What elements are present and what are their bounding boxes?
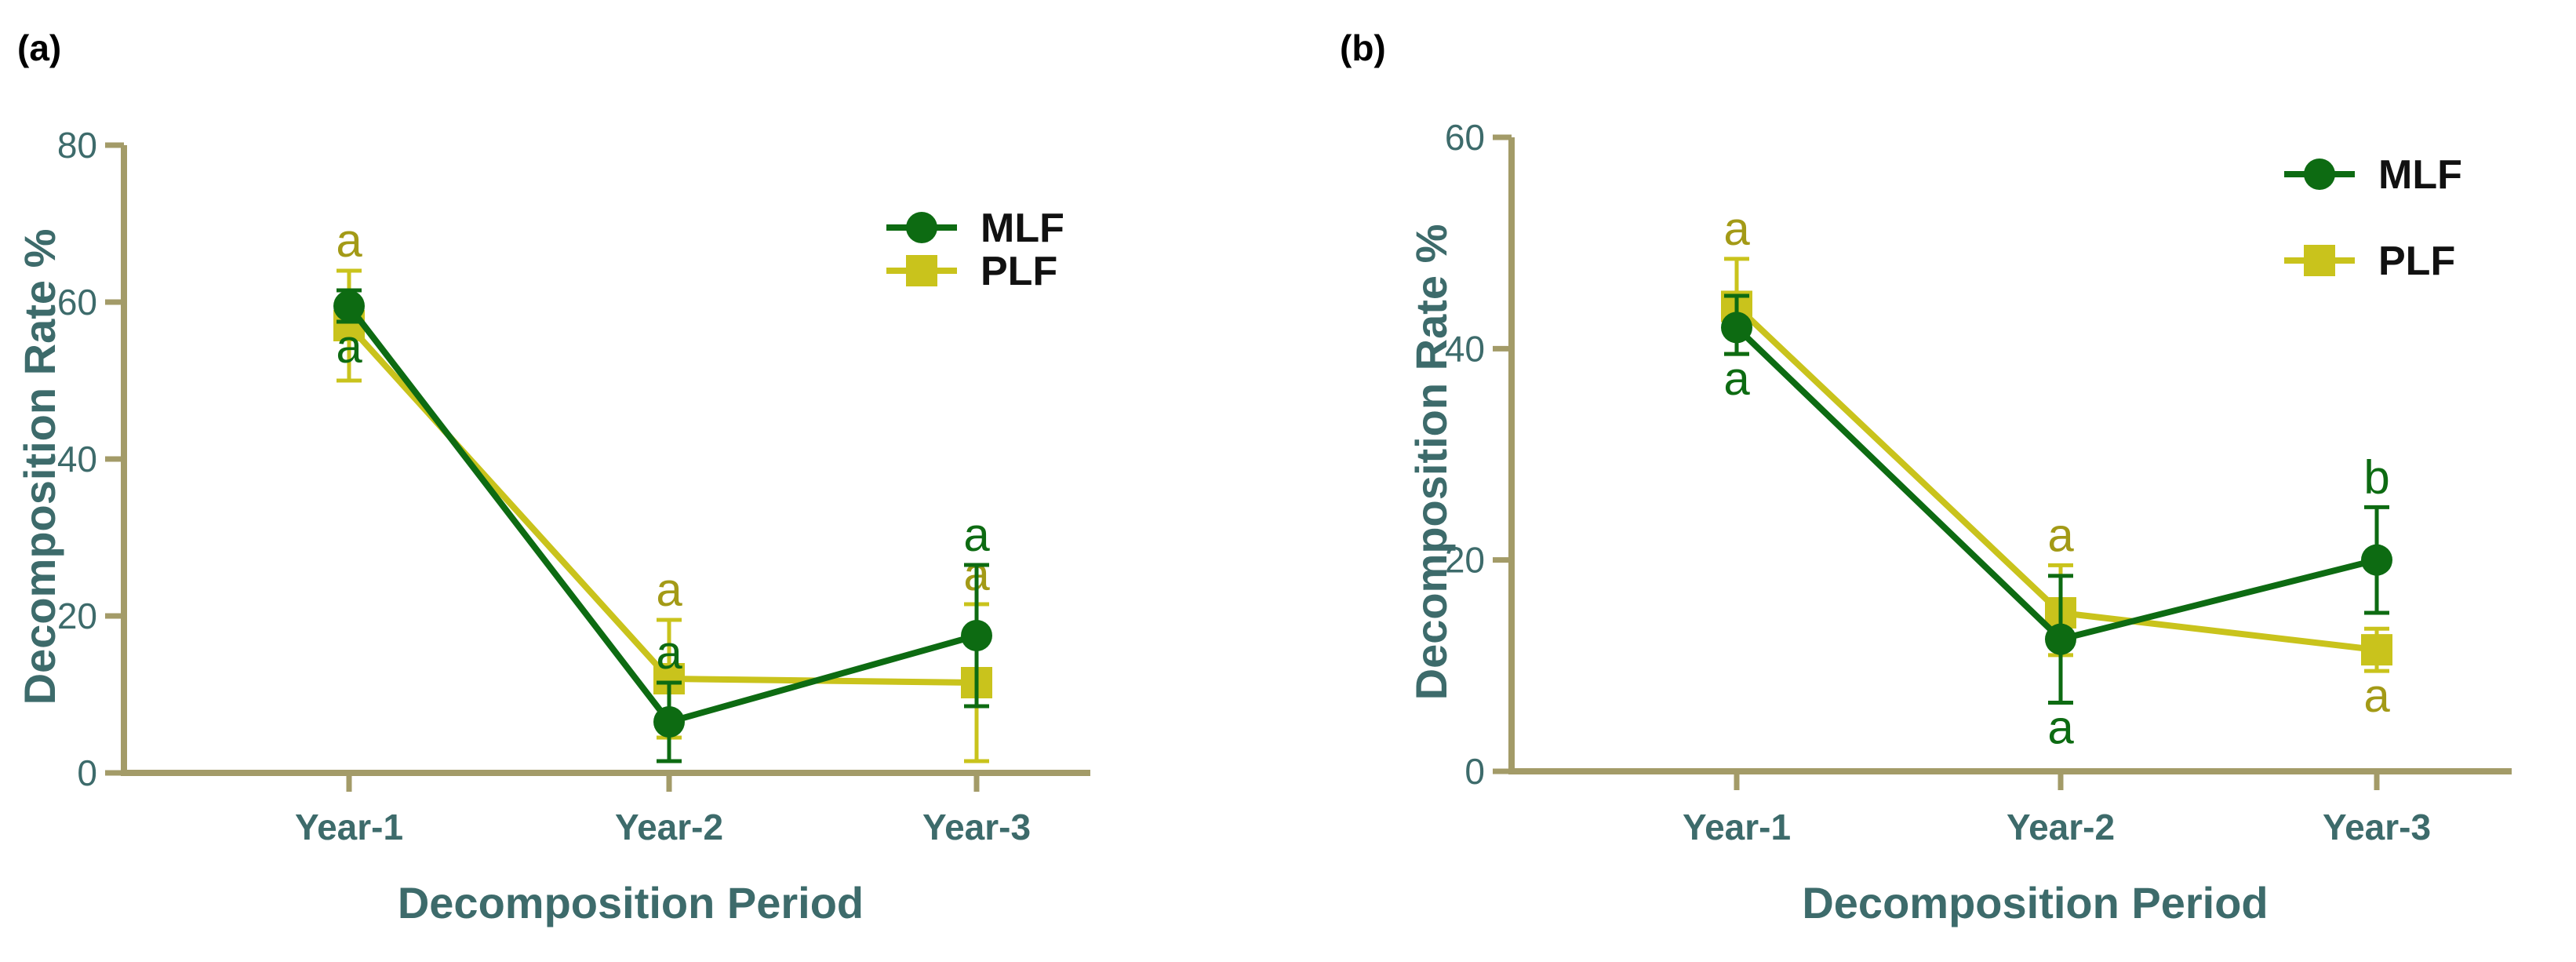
series-line-mlf: [1734, 325, 2378, 643]
x-tick-label: Year-3: [922, 807, 1031, 847]
significance-letter: a: [1723, 202, 1750, 255]
chart-panel-a: (a) 0 20 40 60 80 Year-1 Year-2 Year-3 Decomposi…: [15, 27, 1090, 927]
panel-label: (b): [1340, 27, 1386, 68]
y-axis-title: Decomposition Rate %: [1406, 224, 1456, 701]
chart-panel-b: (b) 0 20 40 60 Year-1 Year-2 Year-3 Decompositi…: [1288, 0, 2576, 962]
significance-letter: a: [963, 508, 990, 561]
significance-letter: a: [656, 626, 682, 679]
y-tick-label: 40: [1445, 328, 1485, 369]
y-tick-label: 60: [1445, 117, 1485, 158]
significance-letter: a: [336, 320, 362, 373]
legend-label-mlf: MLF: [981, 206, 1064, 251]
y-tick-label: 40: [57, 439, 97, 479]
legend-label-plf: PLF: [2378, 239, 2455, 284]
significance-letter: a: [2047, 701, 2074, 753]
data-point-plf: [2361, 634, 2392, 666]
data-point-mlf: [333, 290, 365, 322]
x-tick-label: Year-2: [615, 807, 723, 847]
y-tick-label: 0: [1464, 751, 1485, 792]
significance-letter: b: [2363, 450, 2389, 503]
significance-letter: a: [1723, 352, 1750, 405]
y-tick-label: 20: [57, 596, 97, 636]
data-point-mlf: [653, 706, 685, 738]
legend-marker-mlf: [906, 212, 937, 243]
significance-letter: a: [2047, 508, 2074, 561]
data-point-mlf: [961, 620, 992, 651]
legend-marker-mlf: [2304, 159, 2335, 190]
panel-label: (a): [17, 27, 62, 68]
chart-a-svg: 0 20 40 60 80 Year-1 Year-2 Year-3 Decomposition…: [15, 125, 1090, 927]
x-axis-title: Decomposition Period: [398, 878, 864, 927]
y-tick-label: 60: [57, 282, 97, 322]
data-point-mlf: [2361, 544, 2392, 576]
legend-label-plf: PLF: [981, 249, 1057, 294]
x-tick-label: Year-1: [1683, 807, 1791, 847]
legend-marker-plf: [906, 255, 937, 286]
x-axis-title: Decomposition Period: [1802, 878, 2268, 927]
significance-letter: a: [2363, 669, 2390, 722]
y-axis-title: Decomposition Rate %: [15, 229, 64, 705]
x-tick-label: Year-3: [2323, 807, 2431, 847]
x-tick-label: Year-1: [295, 807, 403, 847]
y-tick-label: 0: [77, 752, 97, 793]
data-point-mlf: [1721, 312, 1752, 344]
data-point-mlf: [2045, 623, 2076, 655]
x-tick-label: Year-2: [2007, 807, 2115, 847]
y-tick-label: 20: [1445, 540, 1485, 581]
y-tick-label: 80: [57, 125, 97, 166]
chart-b-svg: 0 20 40 60 Year-1 Year-2 Year-3 Decomposition P…: [1406, 117, 2512, 927]
legend-marker-plf: [2304, 245, 2335, 276]
legend-label-mlf: MLF: [2378, 152, 2462, 198]
significance-letter: a: [656, 563, 682, 616]
significance-letter: a: [336, 214, 362, 267]
